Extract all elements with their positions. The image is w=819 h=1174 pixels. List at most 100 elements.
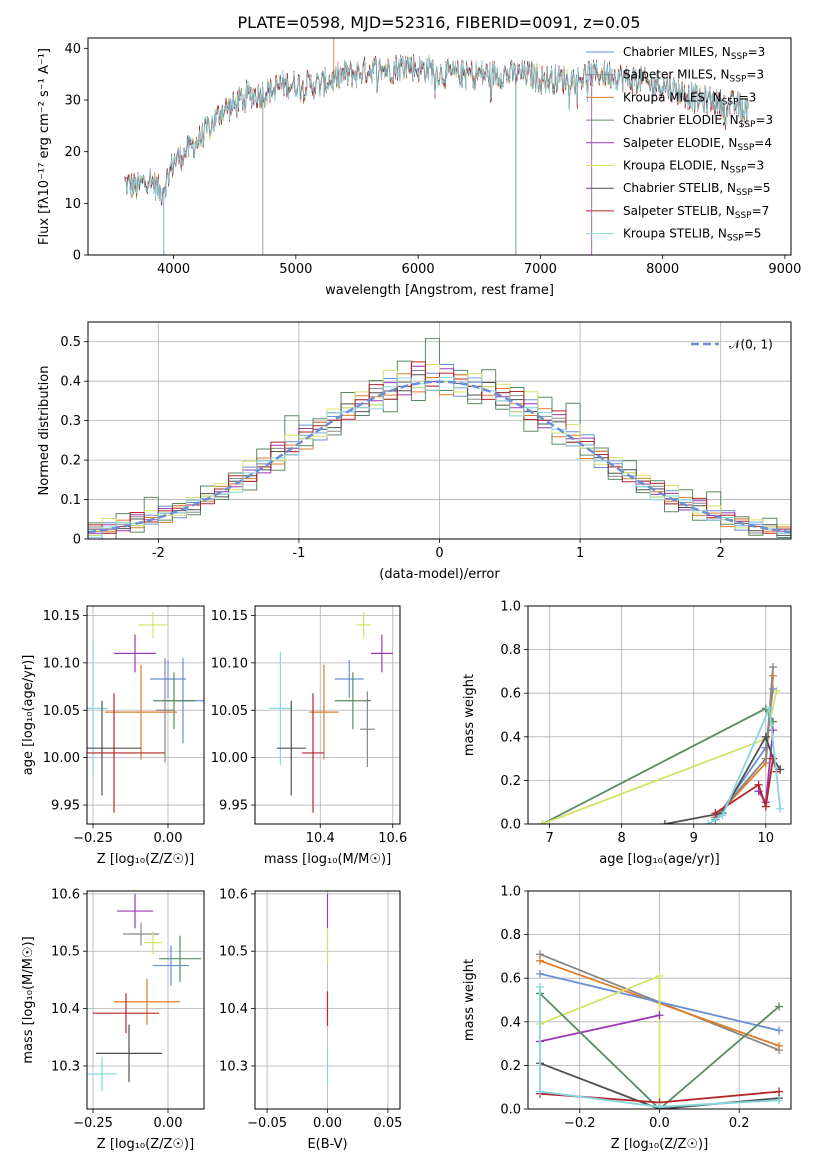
y-tick-label: 0.4 (500, 1015, 521, 1030)
y-tick-label: 10.10 (211, 656, 248, 671)
y-tick-label: 0.2 (500, 774, 521, 789)
legend-label: Chabrier STELIB, NSSP=5 (623, 181, 771, 198)
y-tick-label: 40 (64, 42, 81, 57)
y-tick-label: 1.0 (500, 600, 521, 615)
y-tick-label: 10 (64, 197, 81, 212)
weight-marker (718, 811, 727, 820)
errorbar-point-chabrier-elodie (334, 672, 371, 730)
y-tick-label: 20 (64, 145, 81, 160)
x-tick-label: 0.00 (313, 1116, 342, 1131)
x-axis-label: (data-model)/error (379, 567, 500, 582)
weight-line-kroupa-elodie (539, 974, 661, 1109)
y-tick-label: 0.8 (500, 643, 521, 658)
weight-line-chabrier-elodie (541, 707, 774, 824)
errorbar-point-kroupa-stelib (87, 1056, 117, 1092)
y-tick-label: 10.15 (43, 609, 80, 624)
legend-label: Salpeter ELODIE, NSSP=4 (623, 136, 772, 153)
x-tick-label: 10.6 (378, 831, 407, 846)
x-tick-label: 7 (545, 831, 553, 846)
axes-frame (527, 890, 792, 1110)
weight-line-kroupa-elodie (542, 690, 778, 824)
weight-marker (761, 754, 770, 763)
weight-marker (768, 726, 777, 735)
y-tick-label: 10.4 (219, 1002, 248, 1017)
errorbar-point-salpeter-elodie (371, 634, 393, 673)
plot-area (88, 338, 791, 539)
y-tick-label: 0.2 (60, 454, 81, 469)
x-tick-label: 8000 (646, 262, 679, 277)
y-axis-label: mass [log₁₀(M/M☉)] (21, 936, 36, 1063)
errorbar-point-kroupa-miles (114, 978, 180, 1025)
weight-line-chabrier-elodie (539, 992, 780, 1109)
weight-marker (775, 1087, 784, 1096)
x-tick-label: 10.4 (306, 831, 335, 846)
weight-marker (655, 1102, 664, 1109)
weight-marker (775, 1026, 784, 1035)
weight-marker (711, 809, 720, 818)
x-tick-label: −0.25 (73, 831, 113, 846)
plot-area (124, 38, 749, 255)
weight-marker (775, 1096, 784, 1105)
x-axis-label: E(B-V) (307, 1137, 347, 1152)
errorbar-point-kroupa-stelib (87, 642, 108, 775)
y-tick-label: 0.5 (60, 335, 81, 350)
errorbar-point-salpeter-miles (156, 658, 174, 763)
axes-frame (86, 890, 205, 1110)
weight-marker (535, 969, 544, 978)
weight-marker (535, 1087, 544, 1096)
y-tick-label: 0.4 (60, 375, 81, 390)
errorbar-point-salpeter-stelib (87, 693, 165, 813)
normal-curve (88, 380, 791, 534)
x-tick-label: −0.25 (73, 1116, 113, 1131)
x-tick-label: 0.00 (154, 831, 183, 846)
weight-marker (754, 780, 763, 789)
y-tick-label: 0.0 (500, 818, 521, 833)
x-tick-label: 0.05 (373, 1116, 402, 1131)
errorbar-point-kroupa-elodie (356, 611, 371, 639)
chart-panel-2: -2 -1 0 1 2 0 0.1 0.2 0.3 0.4 0.5 (data-model)/erro… (37, 321, 792, 582)
weight-marker (765, 704, 774, 713)
errorbar-point-salpeter-miles (360, 691, 375, 768)
legend-label: Kroupa ELODIE, NSSP=3 (623, 159, 764, 176)
x-tick-label: −0.05 (247, 1116, 287, 1131)
y-tick-label: 10.05 (43, 704, 80, 719)
weight-marker (761, 802, 770, 811)
weight-marker (660, 820, 669, 824)
y-tick-label: 10.00 (211, 751, 248, 766)
weight-line-kroupa-stelib (539, 986, 780, 1108)
x-axis-label: Z [log₁₀(Z/Z☉)] (97, 852, 194, 867)
plot-area (269, 611, 393, 813)
y-axis-label: mass weight (462, 959, 477, 1041)
plot-area (87, 611, 204, 813)
y-tick-label: 0.6 (500, 687, 521, 702)
x-tick-label: -1 (292, 546, 305, 561)
weight-marker (535, 956, 544, 965)
y-tick-label: 1.0 (500, 885, 521, 900)
y-tick-label: 10.15 (211, 609, 248, 624)
figure-title: PLATE=0598, MJD=52316, FIBERID=0091, z=0… (237, 13, 640, 32)
x-tick-label: 10 (758, 831, 775, 846)
errorbar-point-salpeter-elodie (114, 634, 156, 673)
weight-marker (768, 663, 777, 672)
weight-marker (775, 1041, 784, 1050)
errorbar-point-salpeter-elodie (117, 893, 153, 929)
y-tick-label: 10.10 (43, 656, 80, 671)
x-tick-label: 0.0 (649, 1116, 670, 1131)
axes-frame (86, 605, 205, 825)
weight-marker (761, 732, 770, 741)
y-tick-label: 10.00 (43, 751, 80, 766)
y-tick-label: 10.3 (219, 1059, 248, 1074)
errorbar-point-kroupa-elodie (144, 931, 162, 955)
y-axis-label: age [log₁₀(age/yr)] (21, 655, 36, 776)
x-tick-label: 1 (576, 546, 584, 561)
legend-label: Salpeter STELIB, NSSP=7 (623, 204, 769, 221)
legend-label: Kroupa STELIB, NSSP=5 (623, 227, 761, 244)
x-tick-label: 6000 (402, 262, 435, 277)
x-tick-label: 9000 (768, 262, 801, 277)
errorbar-point-chabrier-miles (334, 660, 364, 698)
weight-marker (775, 1002, 784, 1011)
weight-marker (776, 804, 785, 813)
x-tick-label: 9 (690, 831, 698, 846)
errorbar-point-chabrier-stelib (87, 700, 141, 796)
